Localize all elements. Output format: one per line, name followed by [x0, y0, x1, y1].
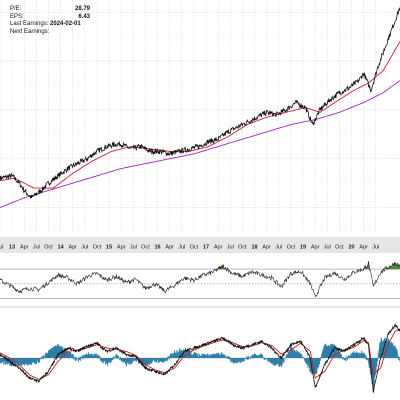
x-tick-label: Oct	[44, 245, 53, 251]
x-tick-label: Apr	[359, 245, 368, 251]
fundamentals-box: P/E: 28.79 EPS: 6.43 Last Earnings: 2024…	[10, 6, 90, 36]
macd-line	[0, 322, 400, 393]
x-tick-label: Jul	[0, 245, 4, 251]
next-earnings-row: Next Earnings:	[10, 29, 90, 37]
x-tick-label: 20	[348, 245, 354, 251]
x-tick-label: Jul	[372, 245, 379, 251]
x-tick-label: Apr	[20, 245, 29, 251]
x-tick-label: Apr	[165, 245, 174, 251]
x-tick-label: 16	[155, 245, 161, 251]
last-earnings-label: Last Earnings:	[10, 21, 49, 28]
x-tick-label: Jul	[275, 245, 282, 251]
x-tick-label: Apr	[214, 245, 223, 251]
x-tick-label: Jul	[130, 245, 137, 251]
x-tick-label: Apr	[311, 245, 320, 251]
x-tick-label: 15	[106, 245, 112, 251]
ma_short-line	[0, 41, 400, 189]
x-tick-label: Jul	[81, 245, 88, 251]
x-tick-label: 19	[300, 245, 306, 251]
x-tick-label: 17	[203, 245, 209, 251]
x-tick-label: 13	[9, 245, 15, 251]
x-axis-labels: Jul13AprJulOct14AprJulOct15AprJulOct16Ap…	[0, 237, 400, 253]
eps-row: EPS: 6.43	[10, 14, 90, 22]
macd-panel	[0, 322, 400, 393]
x-tick-label: 14	[58, 245, 65, 251]
x-tick-label: Oct	[238, 245, 247, 251]
pe-label: P/E:	[10, 6, 22, 12]
rsi-line	[0, 261, 400, 298]
x-tick-label: Jul	[227, 245, 234, 251]
x-tick-label: Oct	[141, 245, 150, 251]
x-tick-label: Oct	[335, 245, 344, 251]
ma_long-line	[0, 80, 400, 208]
eps-label: EPS:	[10, 13, 24, 20]
x-tick-label: Oct	[190, 245, 199, 251]
next-earnings-label: Next Earnings:	[10, 28, 50, 35]
x-axis-band	[0, 237, 400, 253]
macd-signal-line	[0, 328, 400, 380]
last-earnings-value: 2024-02-01	[50, 21, 81, 28]
price-line	[0, 7, 400, 199]
pe-value: 28.79	[74, 6, 90, 12]
x-tick-label: Oct	[93, 245, 102, 251]
x-tick-label: Apr	[117, 245, 126, 251]
x-tick-label: Jul	[33, 245, 40, 251]
eps-value: 6.43	[78, 13, 90, 20]
x-tick-label: Jul	[324, 245, 331, 251]
rsi-panel	[0, 261, 400, 308]
x-tick-label: Oct	[287, 245, 296, 251]
x-tick-label: 18	[251, 245, 257, 251]
price-panel	[0, 0, 400, 232]
last-earnings-row: Last Earnings: 2024-02-01	[10, 21, 90, 29]
pe-row: P/E: 28.79	[10, 6, 90, 14]
x-tick-label: Apr	[262, 245, 271, 251]
x-tick-label: Apr	[68, 245, 77, 251]
x-tick-label: Jul	[178, 245, 185, 251]
